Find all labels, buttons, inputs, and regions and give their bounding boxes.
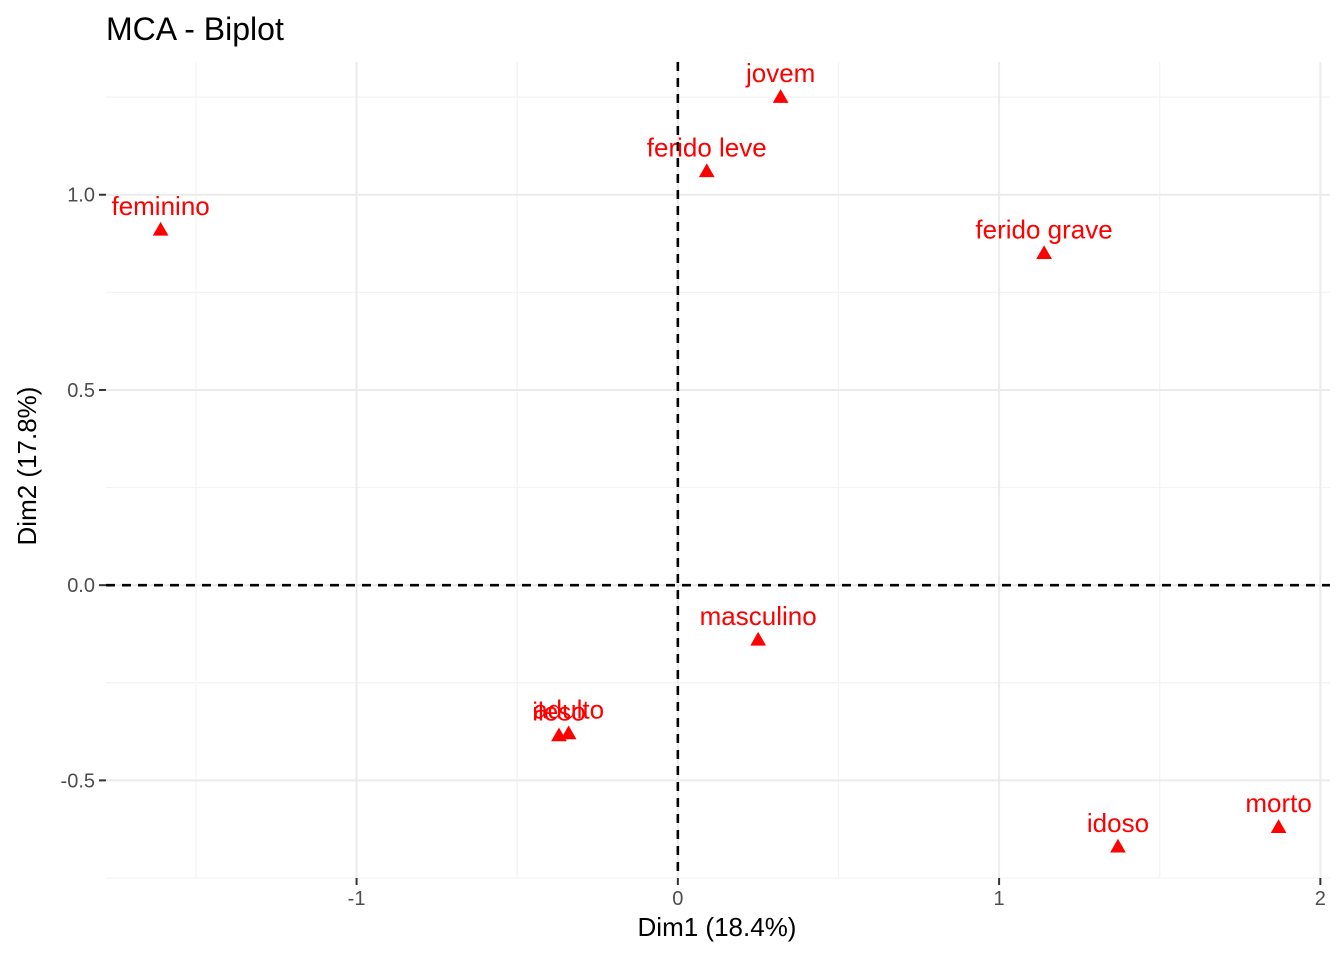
reference-lines (106, 62, 1330, 878)
y-tick-label: 0.0 (67, 575, 95, 597)
minor-gridlines (106, 62, 1330, 879)
y-axis-title: Dim2 (17.8%) (12, 387, 42, 546)
x-tick-label: 2 (1315, 888, 1326, 910)
point-marker (551, 727, 567, 742)
point-label: feminino (111, 191, 209, 221)
x-tick-label: 1 (994, 888, 1005, 910)
x-tick-label: 0 (672, 888, 683, 910)
point-label: ferido grave (975, 214, 1112, 244)
point-label: jovem (745, 58, 815, 88)
point-label: morto (1245, 788, 1311, 818)
point-marker (698, 163, 715, 178)
point-marker (1036, 245, 1052, 260)
chart-title: MCA - Biplot (106, 11, 284, 47)
point-marker (560, 725, 577, 740)
point-label: masculino (700, 601, 817, 631)
point-label: adulto (533, 695, 604, 725)
y-tick-label: -0.5 (61, 770, 95, 792)
point-labels: jovem ferido leve feminino ferido grave masc… (111, 58, 1311, 838)
axis-ticks: -1 0 1 2 -0.5 0.0 0.5 1.0 (61, 185, 1326, 910)
point-marker (772, 89, 789, 103)
data-points (152, 89, 1287, 853)
point-marker (750, 631, 767, 646)
x-axis-title: Dim1 (18.4%) (638, 912, 797, 942)
x-tick-label: -1 (348, 888, 366, 910)
point-label: ileso (532, 696, 585, 726)
point-marker (1110, 838, 1126, 853)
point-marker (1270, 819, 1287, 833)
major-gridlines (106, 62, 1330, 878)
point-marker (152, 221, 169, 236)
point-label: idoso (1087, 808, 1149, 838)
point-label: ferido leve (647, 132, 767, 162)
y-tick-label: 0.5 (67, 380, 95, 402)
y-tick-label: 1.0 (67, 185, 95, 207)
